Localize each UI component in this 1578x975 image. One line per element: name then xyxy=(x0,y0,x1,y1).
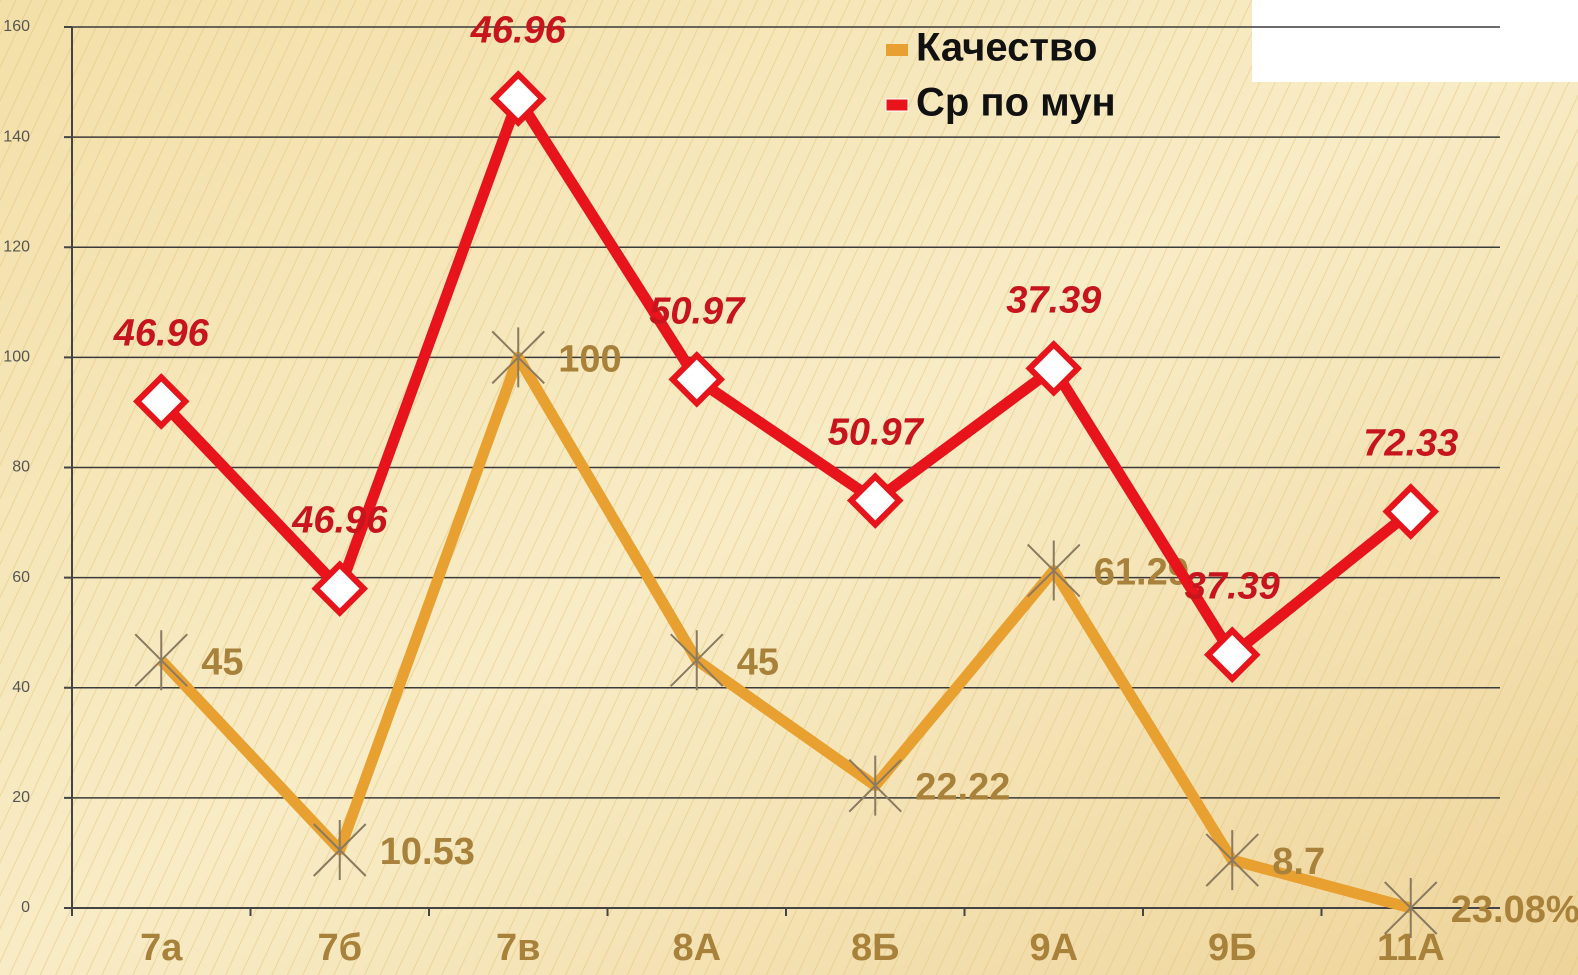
y-tick-label: 60 xyxy=(12,569,30,586)
point-marker xyxy=(846,472,904,529)
y-tick-label: 160 xyxy=(3,18,30,35)
series-line xyxy=(157,351,1413,914)
point-marker xyxy=(1384,878,1438,938)
data-label: 50.97 xyxy=(828,412,925,454)
x-tick-label: 7б xyxy=(317,927,362,969)
x-tick-label: 8Б xyxy=(851,927,899,969)
y-tick-label: 140 xyxy=(3,128,30,145)
legend-label: Ср по мун xyxy=(916,81,1116,125)
x-tick-label: 9Б xyxy=(1208,927,1256,969)
data-label: 23.08% xyxy=(1451,889,1578,931)
point-marker xyxy=(1025,340,1083,397)
series-line xyxy=(157,93,1415,661)
legend-swatch xyxy=(886,44,908,56)
corner-panel xyxy=(1252,0,1578,82)
data-label: 46.96 xyxy=(470,10,567,52)
x-tick-label: 8А xyxy=(672,927,721,969)
x-tick-label: 9А xyxy=(1029,927,1078,969)
y-tick-label: 100 xyxy=(3,349,30,366)
data-label: 37.39 xyxy=(1006,279,1101,321)
y-tick-label: 120 xyxy=(3,238,30,255)
x-tick-label: 7в xyxy=(496,927,541,969)
point-marker xyxy=(668,351,726,408)
data-label: 22.22 xyxy=(915,767,1010,809)
y-tick-label: 20 xyxy=(12,789,30,806)
x-tick-label: 7а xyxy=(140,927,183,969)
y-tick-label: 0 xyxy=(21,899,30,916)
data-label: 46.96 xyxy=(113,312,210,354)
point-marker xyxy=(313,820,367,881)
point-marker xyxy=(1205,830,1259,891)
point-marker xyxy=(1382,483,1440,540)
point-marker xyxy=(134,630,188,691)
data-label: 8.7 xyxy=(1272,841,1325,883)
point-marker xyxy=(1203,626,1261,683)
point-marker xyxy=(848,755,902,816)
point-marker xyxy=(132,373,190,430)
point-marker xyxy=(489,70,547,127)
y-tick-label: 40 xyxy=(12,679,30,696)
point-marker xyxy=(311,560,369,617)
data-label: 46.96 xyxy=(291,500,388,542)
point-marker xyxy=(1027,540,1081,601)
point-marker xyxy=(491,327,545,388)
point-marker xyxy=(670,630,724,691)
data-label: 100 xyxy=(558,338,621,380)
legend-swatch xyxy=(885,98,909,112)
y-tick-label: 80 xyxy=(12,459,30,476)
data-label: 37.39 xyxy=(1185,566,1280,608)
data-label: 50.97 xyxy=(649,290,746,332)
data-label: 45 xyxy=(201,641,243,683)
data-label: 45 xyxy=(737,641,779,683)
legend-label: Качество xyxy=(916,26,1097,70)
data-label: 10.53 xyxy=(380,831,475,873)
data-label: 72.33 xyxy=(1363,423,1458,465)
